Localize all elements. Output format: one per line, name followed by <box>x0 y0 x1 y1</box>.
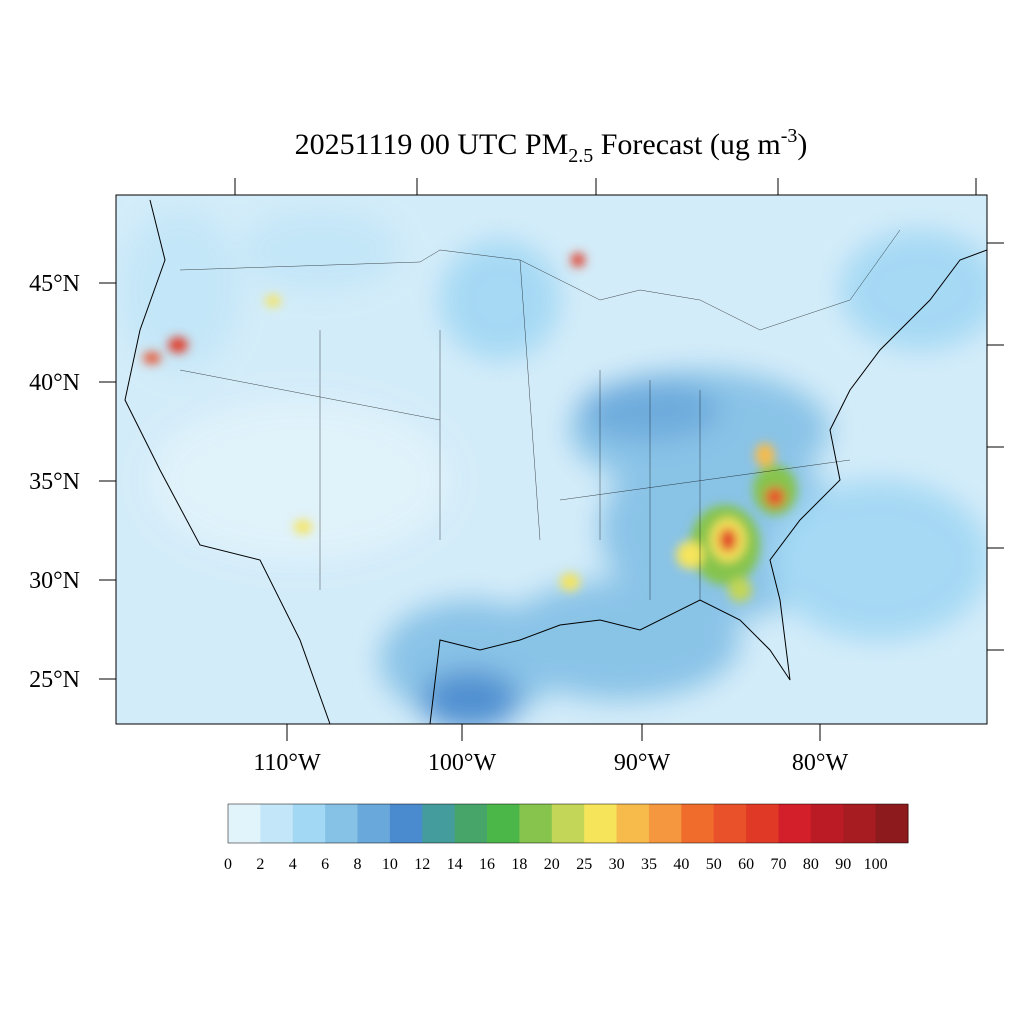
map-field <box>116 195 987 724</box>
colorbar-label: 60 <box>738 856 754 873</box>
colorbar-box <box>648 804 682 843</box>
colorbar-label: 10 <box>382 856 398 873</box>
title-main: 20251119 00 UTC PM <box>295 128 569 161</box>
colorbar-box <box>519 804 553 843</box>
colorbar-box <box>616 804 650 843</box>
colorbar-label: 18 <box>511 856 527 873</box>
colorbar-box <box>292 804 326 843</box>
title-end: ) <box>797 128 807 161</box>
tick-marks <box>99 178 1004 741</box>
axis-labels: 45°N 40°N 35°N 30°N 25°N 110°W 100°W 90°W 80°W <box>29 271 848 776</box>
colorbar-box <box>422 804 456 843</box>
colorbar-label: 4 <box>289 856 297 873</box>
colorbar-label: 14 <box>447 856 463 873</box>
lon-label: 110°W <box>253 750 321 776</box>
colorbar-label: 40 <box>673 856 689 873</box>
colorbar-label: 20 <box>544 856 560 873</box>
colorbar-label: 25 <box>576 856 592 873</box>
colorbar-box <box>746 804 779 843</box>
colorbar-box <box>551 804 585 843</box>
colorbar-label: 16 <box>479 856 495 873</box>
colorbar: 0 2 4 6 8 10 12 14 16 18 20 25 30 35 40 50 60 70 80 90 100 <box>224 803 909 873</box>
colorbar-label: 30 <box>609 856 625 873</box>
lat-label: 40°N <box>29 370 80 396</box>
colorbar-box <box>325 804 359 843</box>
colorbar-label: 8 <box>354 856 362 873</box>
colorbar-box <box>778 804 812 843</box>
colorbar-box <box>260 804 294 843</box>
lat-label: 25°N <box>29 667 80 693</box>
colorbar-box <box>843 804 877 843</box>
colorbar-box <box>875 804 909 843</box>
colorbar-box <box>713 804 747 843</box>
map-title: 20251119 00 UTC PM2.5 Forecast (ug m-3) <box>295 125 808 167</box>
colorbar-label: 100 <box>864 856 888 873</box>
colorbar-label: 80 <box>803 856 819 873</box>
colorbar-box <box>357 804 391 843</box>
lon-label: 80°W <box>792 750 849 776</box>
colorbar-box <box>454 804 488 843</box>
title-middle: Forecast (ug m <box>593 128 780 161</box>
title-superscript: -3 <box>781 125 798 147</box>
map-frame <box>115 194 988 725</box>
colorbar-label: 12 <box>414 856 430 873</box>
colorbar-label: 50 <box>706 856 722 873</box>
lat-label: 35°N <box>29 469 80 495</box>
colorbar-box <box>487 804 520 843</box>
lon-label: 90°W <box>614 750 671 776</box>
colorbar-label: 2 <box>256 856 264 873</box>
lat-label: 30°N <box>29 568 80 594</box>
title-subscript: 2.5 <box>568 145 593 167</box>
colorbar-box <box>389 804 423 843</box>
colorbar-label: 6 <box>321 856 329 873</box>
colorbar-label: 90 <box>835 856 851 873</box>
colorbar-label: 0 <box>224 856 232 873</box>
colorbar-box <box>584 804 618 843</box>
lat-label: 45°N <box>29 271 80 297</box>
colorbar-label: 70 <box>770 856 786 873</box>
lon-label: 100°W <box>428 750 497 776</box>
colorbar-box <box>681 804 715 843</box>
colorbar-frame <box>227 803 909 844</box>
colorbar-label: 35 <box>641 856 657 873</box>
colorbar-box <box>228 804 261 843</box>
colorbar-box <box>810 804 844 843</box>
